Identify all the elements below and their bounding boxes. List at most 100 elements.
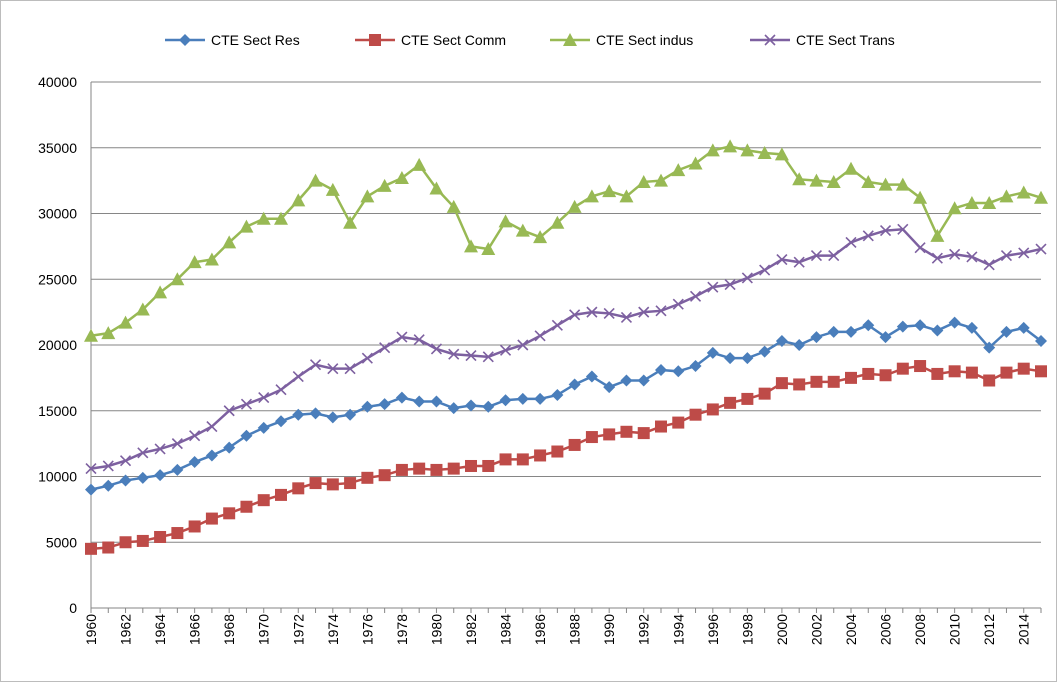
marker xyxy=(551,445,564,458)
marker xyxy=(275,384,287,396)
marker xyxy=(101,326,116,340)
marker xyxy=(999,189,1014,203)
marker xyxy=(759,264,771,276)
legend-label: CTE Sect Comm xyxy=(401,32,506,48)
marker xyxy=(931,324,944,337)
marker xyxy=(223,441,236,454)
marker xyxy=(344,477,357,490)
marker xyxy=(897,223,909,235)
marker xyxy=(948,365,961,378)
legend-label: CTE Sect indus xyxy=(596,32,693,48)
marker xyxy=(827,325,840,338)
marker xyxy=(257,421,270,434)
marker xyxy=(119,455,132,467)
marker xyxy=(170,272,185,286)
marker xyxy=(102,541,115,554)
marker xyxy=(292,482,305,495)
marker xyxy=(586,306,598,318)
marker xyxy=(741,272,753,284)
marker xyxy=(620,425,633,438)
marker xyxy=(706,403,719,416)
marker xyxy=(896,320,909,333)
marker xyxy=(515,223,530,237)
marker xyxy=(499,453,512,466)
marker xyxy=(154,469,167,482)
marker xyxy=(377,178,392,192)
marker xyxy=(707,281,719,293)
marker xyxy=(447,402,460,415)
legend-item: CTE Sect Comm xyxy=(355,32,506,48)
marker xyxy=(930,228,945,242)
marker xyxy=(85,483,97,496)
marker xyxy=(188,520,201,533)
x-tick-label: 1996 xyxy=(705,614,721,645)
y-tick-label: 10000 xyxy=(38,469,77,485)
marker xyxy=(689,408,702,421)
marker xyxy=(85,463,97,475)
marker xyxy=(671,163,686,177)
marker xyxy=(672,298,684,310)
marker xyxy=(724,352,737,365)
marker xyxy=(810,375,823,388)
marker xyxy=(793,378,806,391)
marker xyxy=(828,250,840,262)
marker xyxy=(257,494,270,507)
marker xyxy=(774,147,789,161)
marker xyxy=(914,360,927,373)
legend-item: CTE Sect indus xyxy=(550,32,693,48)
marker xyxy=(292,408,305,421)
marker xyxy=(931,367,944,380)
marker xyxy=(206,420,218,433)
x-tick-label: 1998 xyxy=(739,614,755,645)
marker xyxy=(222,235,237,249)
x-tick-label: 1972 xyxy=(290,614,306,645)
marker xyxy=(188,456,201,469)
marker xyxy=(464,239,478,253)
marker xyxy=(1000,366,1013,379)
marker xyxy=(154,530,167,543)
marker xyxy=(810,331,823,344)
marker xyxy=(603,307,615,320)
marker xyxy=(1018,247,1030,259)
marker xyxy=(1035,365,1047,378)
marker xyxy=(430,395,443,408)
marker xyxy=(240,429,253,442)
marker xyxy=(395,463,408,476)
marker xyxy=(205,449,218,462)
marker xyxy=(171,463,184,476)
marker xyxy=(810,250,823,262)
x-tick-label: 2014 xyxy=(1016,614,1032,645)
marker xyxy=(482,400,495,413)
marker xyxy=(430,343,443,355)
y-tick-label: 25000 xyxy=(38,271,77,287)
marker xyxy=(966,251,978,263)
marker xyxy=(465,349,477,362)
marker xyxy=(879,225,892,237)
marker xyxy=(949,248,961,260)
marker xyxy=(845,325,857,338)
marker xyxy=(551,319,563,331)
marker xyxy=(568,438,581,451)
marker xyxy=(344,408,357,421)
marker xyxy=(672,416,685,429)
marker xyxy=(947,201,962,215)
marker xyxy=(758,345,771,358)
marker xyxy=(913,190,928,204)
marker xyxy=(516,392,529,405)
marker xyxy=(844,161,858,175)
marker xyxy=(413,334,425,346)
y-tick-label: 0 xyxy=(69,600,77,616)
x-tick-label: 1970 xyxy=(256,614,272,645)
marker xyxy=(965,366,978,379)
marker xyxy=(481,242,496,256)
marker xyxy=(325,182,340,196)
x-tick-label: 1980 xyxy=(428,614,444,645)
marker xyxy=(620,311,633,323)
marker xyxy=(378,469,391,482)
marker xyxy=(689,290,702,302)
marker xyxy=(361,471,374,484)
marker xyxy=(136,534,149,547)
marker xyxy=(189,430,201,442)
marker xyxy=(1034,190,1048,204)
marker xyxy=(274,211,288,225)
